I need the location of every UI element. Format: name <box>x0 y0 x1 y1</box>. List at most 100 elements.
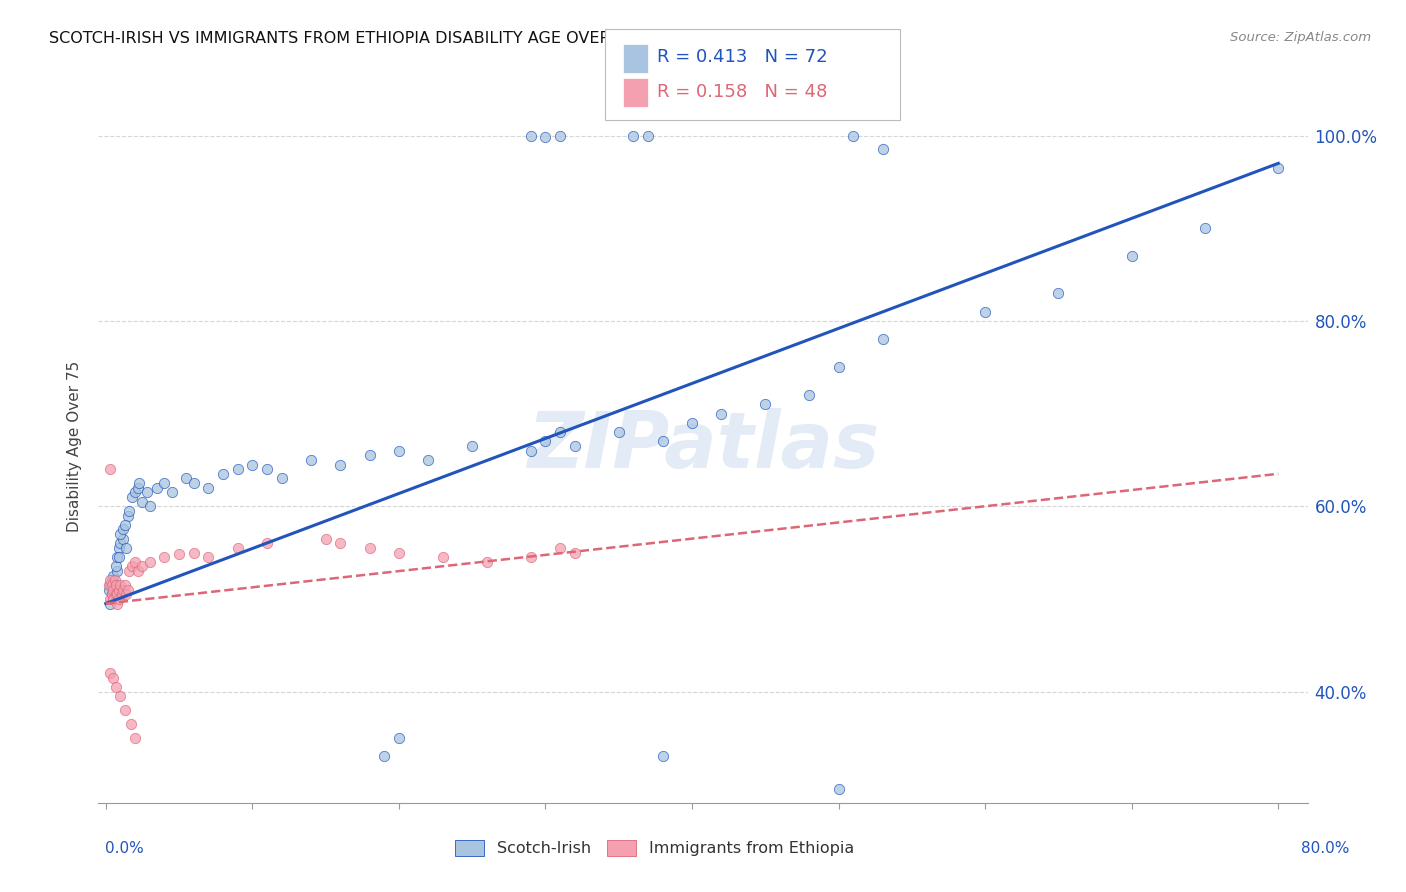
Point <box>105 587 128 601</box>
Point <box>534 434 557 449</box>
Point <box>974 304 997 318</box>
Point <box>432 550 454 565</box>
Point <box>256 462 278 476</box>
Point <box>1194 221 1216 235</box>
Point <box>111 587 134 601</box>
Point <box>183 545 205 559</box>
Point <box>118 564 141 578</box>
Point <box>359 541 381 555</box>
Point <box>827 360 849 375</box>
Point <box>97 582 120 597</box>
Point <box>101 568 124 582</box>
Point <box>110 690 132 704</box>
Point <box>548 425 571 439</box>
Point <box>103 574 125 588</box>
Point <box>138 555 160 569</box>
Point <box>127 481 149 495</box>
Point <box>118 504 141 518</box>
Point <box>621 128 644 143</box>
Point <box>197 550 219 565</box>
Point <box>637 128 659 143</box>
Point <box>101 671 124 685</box>
Point <box>124 485 146 500</box>
Point <box>107 564 129 578</box>
Point <box>135 485 157 500</box>
Point <box>112 532 135 546</box>
Point <box>108 550 131 565</box>
Point <box>105 680 128 694</box>
Point <box>110 527 132 541</box>
Point <box>114 517 136 532</box>
Point <box>256 536 278 550</box>
Point <box>270 471 292 485</box>
Point <box>388 545 411 559</box>
Point <box>110 536 132 550</box>
Point <box>121 490 143 504</box>
Point <box>131 559 153 574</box>
Point <box>105 578 128 592</box>
Point <box>107 597 129 611</box>
Point <box>146 481 169 495</box>
Point <box>299 453 322 467</box>
Point <box>101 582 124 597</box>
Point <box>548 541 571 555</box>
Point <box>127 564 149 578</box>
Point <box>98 462 121 476</box>
Point <box>1047 286 1070 301</box>
Point <box>461 439 484 453</box>
Point <box>359 448 381 462</box>
Point <box>115 587 138 601</box>
Point <box>128 476 150 491</box>
Point <box>710 407 733 421</box>
Point <box>1121 249 1143 263</box>
Point <box>651 749 673 764</box>
Point <box>315 532 337 546</box>
Point <box>103 582 125 597</box>
Point <box>124 555 146 569</box>
Point <box>681 416 703 430</box>
Point <box>153 550 176 565</box>
Point <box>100 574 122 588</box>
Point <box>534 130 557 145</box>
Point <box>120 717 142 731</box>
Point <box>114 703 136 717</box>
Point <box>100 587 122 601</box>
Point <box>98 666 121 681</box>
Point <box>117 582 139 597</box>
Point <box>520 550 543 565</box>
Point <box>117 508 139 523</box>
Point <box>105 587 128 601</box>
Point <box>98 591 121 606</box>
Point <box>108 591 131 606</box>
Point <box>160 485 183 500</box>
Point <box>101 591 124 606</box>
Point <box>373 749 395 764</box>
Point <box>98 578 121 592</box>
Y-axis label: Disability Age Over 75: Disability Age Over 75 <box>67 360 83 532</box>
Point <box>388 731 411 745</box>
Point <box>107 587 129 601</box>
Point <box>124 731 146 745</box>
Point <box>418 453 440 467</box>
Point <box>842 128 865 143</box>
Point <box>108 582 131 597</box>
Point <box>97 578 120 592</box>
Point <box>105 559 128 574</box>
Point <box>176 471 198 485</box>
Point <box>131 494 153 508</box>
Point <box>388 443 411 458</box>
Point <box>101 591 124 606</box>
Point <box>329 536 352 550</box>
Point <box>138 500 160 514</box>
Point <box>98 597 121 611</box>
Point <box>100 578 122 592</box>
Point <box>226 541 249 555</box>
Text: Source: ZipAtlas.com: Source: ZipAtlas.com <box>1230 31 1371 45</box>
Point <box>98 574 121 588</box>
Point <box>108 541 131 555</box>
Point <box>183 476 205 491</box>
Text: ZIPatlas: ZIPatlas <box>527 408 879 484</box>
Point <box>212 467 235 481</box>
Point <box>100 587 122 601</box>
Point <box>110 578 132 592</box>
